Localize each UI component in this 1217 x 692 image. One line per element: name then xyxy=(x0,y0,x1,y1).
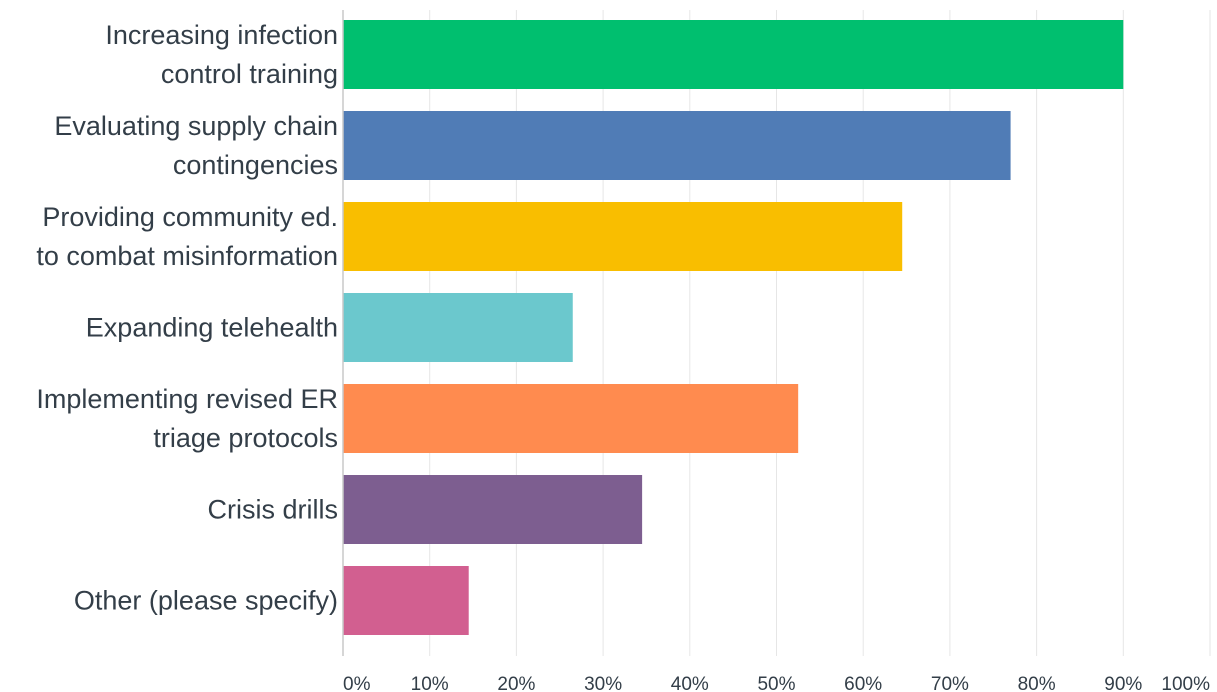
bar xyxy=(343,20,1124,89)
category-label-line: Evaluating supply chain xyxy=(54,111,338,141)
x-tick-label: 20% xyxy=(497,674,535,692)
x-tick-label: 10% xyxy=(411,674,449,692)
bar xyxy=(343,111,1011,180)
category-label: Expanding telehealth xyxy=(86,313,338,343)
bar xyxy=(343,293,573,362)
category-label-line: Crisis drills xyxy=(208,495,339,525)
x-tick-label: 50% xyxy=(757,674,795,692)
category-label-line: Other (please specify) xyxy=(74,586,338,616)
category-label-line: triage protocols xyxy=(153,423,338,453)
category-label-line: Providing community ed. xyxy=(42,202,338,232)
bar xyxy=(343,475,643,544)
category-labels: Increasing infection control training Eval… xyxy=(36,20,338,616)
category-label: Providing community ed. to combat misinfo… xyxy=(36,202,338,271)
bar xyxy=(343,566,469,635)
category-label-line: Expanding telehealth xyxy=(86,313,338,343)
category-label: Other (please specify) xyxy=(74,586,338,616)
x-tick-label: 100% xyxy=(1161,674,1210,692)
x-tick-label: 0% xyxy=(343,674,371,692)
x-tick-label: 90% xyxy=(1104,674,1142,692)
category-label-line: Implementing revised ER xyxy=(36,384,338,414)
category-label: Evaluating supply chain contingencies xyxy=(54,111,338,180)
bar xyxy=(343,202,903,271)
x-tick-label: 70% xyxy=(931,674,969,692)
category-label-line: to combat misinformation xyxy=(36,241,338,271)
bar xyxy=(343,384,799,453)
category-label-line: Increasing infection xyxy=(105,20,338,50)
category-label: Crisis drills xyxy=(208,495,339,525)
x-tick-label: 80% xyxy=(1018,674,1056,692)
category-label: Implementing revised ER triage protocols xyxy=(36,384,338,453)
bars xyxy=(343,20,1124,635)
x-tick-labels: 0% 10% 20% 30% 40% 50% 60% 70% 80% 90% 100% xyxy=(343,674,1210,692)
x-tick-label: 60% xyxy=(844,674,882,692)
category-label: Increasing infection control training xyxy=(105,20,338,89)
category-label-line: control training xyxy=(161,59,338,89)
x-tick-label: 40% xyxy=(671,674,709,692)
category-label-line: contingencies xyxy=(173,150,338,180)
x-tick-label: 30% xyxy=(584,674,622,692)
